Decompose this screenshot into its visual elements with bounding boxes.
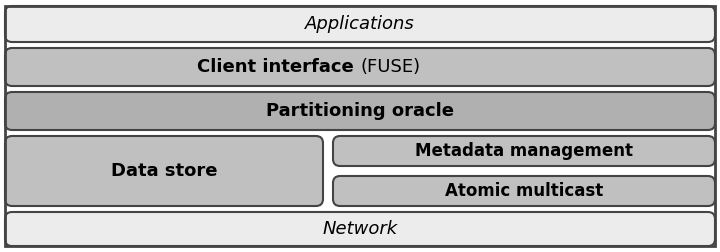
Text: Network: Network <box>323 220 397 238</box>
FancyBboxPatch shape <box>5 48 715 86</box>
FancyBboxPatch shape <box>333 136 715 166</box>
Text: Metadata management: Metadata management <box>415 142 633 160</box>
Text: Applications: Applications <box>305 15 415 33</box>
FancyBboxPatch shape <box>5 92 715 130</box>
FancyBboxPatch shape <box>5 136 323 206</box>
FancyBboxPatch shape <box>5 212 715 246</box>
FancyBboxPatch shape <box>333 176 715 206</box>
Text: (FUSE): (FUSE) <box>360 58 420 76</box>
FancyBboxPatch shape <box>5 6 715 42</box>
Text: Data store: Data store <box>111 162 217 180</box>
Text: Client interface: Client interface <box>197 58 360 76</box>
Text: Partitioning oracle: Partitioning oracle <box>266 102 454 120</box>
Text: Atomic multicast: Atomic multicast <box>445 182 603 200</box>
